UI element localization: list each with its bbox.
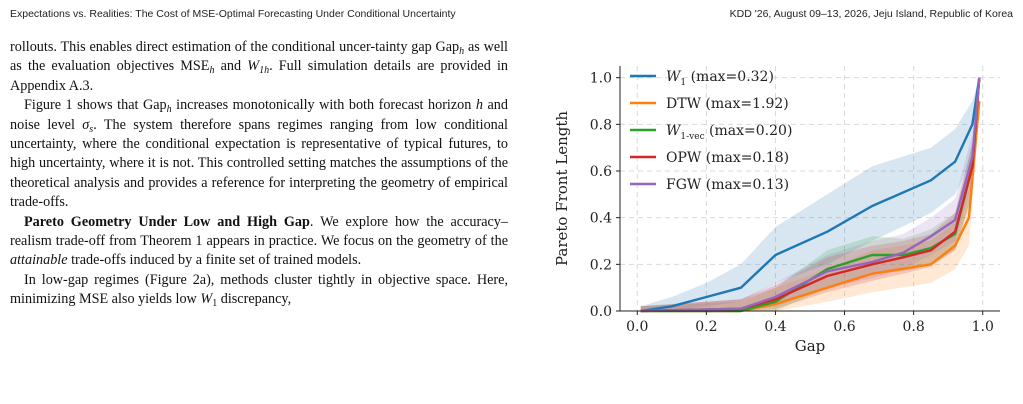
band-series-3 [640,77,980,311]
y-tick-label: 0.2 [590,257,612,273]
y-axis-label: Pareto Front Length [553,111,571,266]
x-tick-label: 0.4 [764,319,786,335]
paragraph-4: In low-gap regimes (Figure 2a), methods … [10,271,508,310]
x-axis-label: Gap [795,337,826,355]
paragraph-heading: Pareto Geometry Under Low and High Gap [24,213,310,230]
band-series-2 [640,77,980,311]
figure-pareto-front-length: 0.0 0.2 0.4 0.6 0.8 1.0 0.0 0.2 0.4 0.6 0.8 1.0 Gap P… [545,58,1005,383]
band-series-4 [640,77,980,311]
series-line-4 [640,77,981,313]
text-column: rollouts. This enables direct estimation… [10,38,508,310]
legend-entry-3: OPW (max=0.18) [666,150,789,166]
paragraph-1: rollouts. This enables direct estimation… [10,39,508,94]
y-tick-label: 0.6 [590,164,612,180]
x-tick-label: 1.0 [972,319,994,335]
legend-entry-0: W1 (max=0.32) [666,69,774,88]
legend-entry-1: DTW (max=1.92) [666,96,789,112]
x-tick-label: 0.0 [626,319,648,335]
legend-entry-2: W1-vec (max=0.20) [666,123,792,142]
running-header-venue: KDD '26, August 09–13, 2026, Jeju Island… [729,8,1013,20]
line-chart: 0.0 0.2 0.4 0.6 0.8 1.0 0.0 0.2 0.4 0.6 0.8 1.0 Gap P… [553,66,1000,355]
x-tick-label: 0.8 [903,319,925,335]
y-tick-label: 0.4 [590,211,612,227]
x-tick-label: 0.2 [695,319,717,335]
y-tick-label: 0.0 [590,304,612,320]
paragraph-2: Figure 1 shows that Gaph increases monot… [10,97,508,211]
paragraph-3: Pareto Geometry Under Low and High Gap. … [10,213,508,269]
x-tick-label: 0.6 [833,319,855,335]
y-tick-label: 1.0 [590,71,612,87]
series-line-0 [640,77,981,313]
running-header-title: Expectations vs. Realities: The Cost of … [10,8,456,20]
y-tick-label: 0.8 [590,117,612,133]
legend-entry-4: FGW (max=0.13) [666,177,789,193]
band-series-0 [640,77,980,311]
